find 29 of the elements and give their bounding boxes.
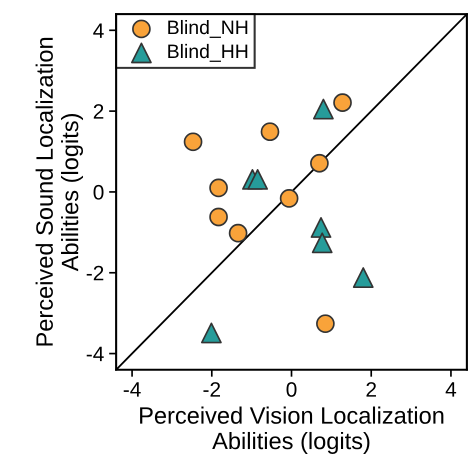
y-tick-label: -2 xyxy=(86,266,104,280)
y-tick-label: 0 xyxy=(94,184,104,200)
point xyxy=(184,132,202,152)
x-tick-label: 4 xyxy=(446,382,456,397)
point xyxy=(228,224,248,242)
y-tick-label: 4 xyxy=(93,24,104,38)
point xyxy=(209,178,228,198)
point xyxy=(247,169,268,190)
x-tick-label: 0 xyxy=(286,382,296,397)
point xyxy=(312,98,334,120)
point xyxy=(310,217,332,238)
point xyxy=(200,322,222,344)
x-axis-title: Perceived Vision Localization Abilities (logits) xyxy=(140,406,444,454)
point xyxy=(312,232,333,254)
point xyxy=(280,189,298,208)
point xyxy=(333,93,352,112)
y-tick-label: 2 xyxy=(94,104,104,119)
point xyxy=(260,122,280,142)
legend-label: Blind_HH xyxy=(168,44,248,62)
x-tick-label: -2 xyxy=(203,382,220,397)
point xyxy=(209,208,228,226)
point xyxy=(352,267,374,288)
legend-label: Blind_NH xyxy=(168,20,248,38)
x-tick-label: -4 xyxy=(124,382,141,397)
point xyxy=(310,154,329,173)
y-tick-label: -4 xyxy=(86,346,104,362)
point xyxy=(316,314,335,334)
x-tick-label: 2 xyxy=(366,382,376,397)
y-axis-title: Perceived Sound Localization Abilities (logits) xyxy=(36,38,84,346)
